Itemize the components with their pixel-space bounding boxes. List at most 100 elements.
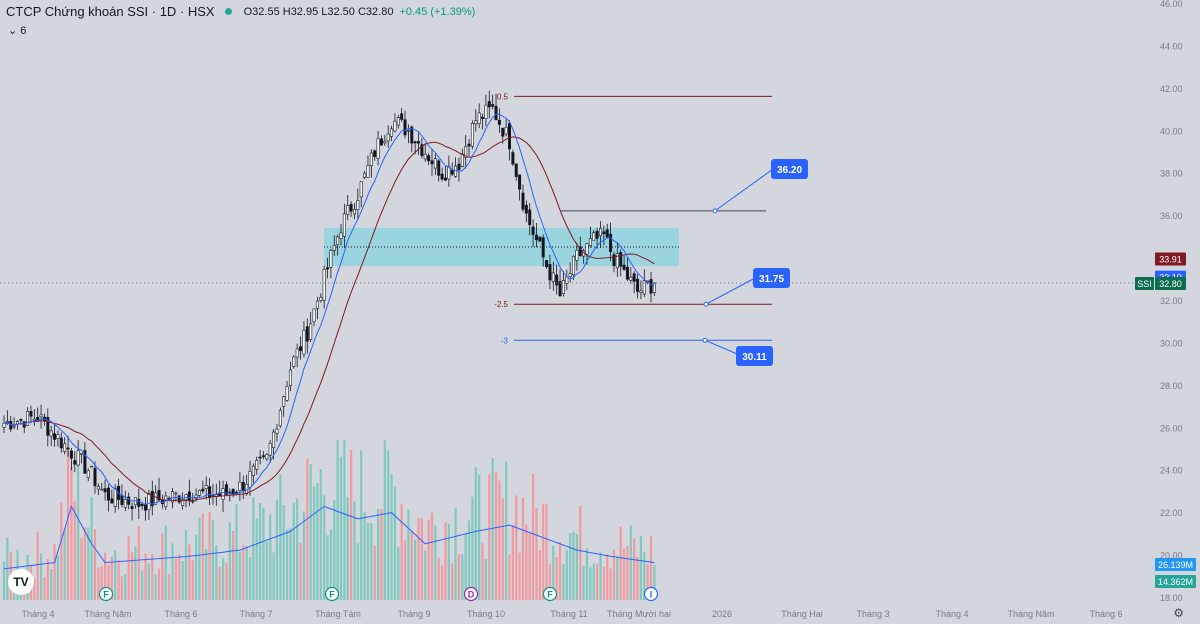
candle-body [342,213,346,237]
volume-bar [90,496,93,600]
volume-bar [333,500,336,600]
volume-bar [134,546,137,600]
candle-body [241,481,245,491]
y-tick-label: 18.00 [1160,593,1183,603]
volume-bar [629,525,632,600]
volume-bar [444,522,447,600]
candle-body [433,158,437,169]
candle-body [56,434,60,439]
candle-body [295,348,299,358]
volume-bar [80,537,83,600]
volume-bar [309,464,312,600]
candle-body [265,454,269,460]
volume-bar [461,554,464,600]
candle-body [157,490,161,501]
volume-bar [582,565,585,600]
candle-body [501,127,505,137]
candle-body [194,494,198,499]
candle-body [420,144,424,156]
candle-body [609,233,613,252]
volume-bar [366,523,370,600]
last-price-label-bg [1155,277,1186,291]
volume-bar [494,471,498,600]
x-tick-label: Tháng 6 [1089,609,1122,619]
volume-bar [498,480,501,600]
volume-bar [383,440,386,600]
volume-ma-label: 26.139M [1158,560,1193,570]
ma-slow-price-label-bg [1155,252,1186,266]
volume-bar [599,552,602,600]
candle-body [201,488,205,492]
event-marker [542,586,558,602]
candle-body [147,493,151,511]
volume-bar [93,529,97,600]
volume-bar [279,474,282,600]
volume-bar [606,553,609,600]
x-tick-label: Tháng 4 [21,609,54,619]
candle-body [93,468,97,487]
volume-bar [548,564,552,600]
volume-bar [457,553,461,600]
gear-icon[interactable]: ⚙ [1173,606,1184,620]
volume-bar [376,508,380,600]
candle-body [383,140,387,144]
volume-bars [2,440,656,600]
candle-body [110,498,114,504]
candle-body [66,447,70,450]
candle-body [393,120,397,132]
volume-bar [619,526,622,600]
candle-body [96,486,100,490]
candle-body [619,252,623,267]
chart-header: CTCP Chứng khoán SSI · 1D · HSX O32.55 H… [6,4,475,19]
candle-body [181,499,185,506]
callout-leader [705,277,756,305]
volume-bar [555,556,558,600]
volume-bar [626,546,629,600]
volume-bar [356,543,359,600]
volume-bar [104,552,107,600]
candle-body [120,495,124,505]
callout-label: 31.75 [759,274,784,285]
volume-bar [478,474,481,600]
symbol-price-tag-bg [1135,277,1154,291]
volume-bar [370,523,373,600]
candle-body [578,246,582,257]
candle-body [315,300,319,309]
volume-label-bg [1155,575,1196,588]
volume-bar [312,486,316,600]
volume-bar [228,522,231,600]
y-tick-label: 36.00 [1160,211,1183,221]
volume-bar [66,447,70,600]
candle-body [551,272,555,282]
volume-bar [434,525,437,600]
candle-body [413,141,417,144]
volume-bar [205,548,208,600]
candle-body [558,281,562,297]
volume-bar [117,559,120,600]
candle-body [649,279,653,294]
candle-body [437,160,441,176]
volume-bar [2,561,6,600]
tradingview-logo-icon[interactable]: TV [8,569,34,595]
volume-bar [211,520,215,600]
candle-body [518,174,522,190]
volume-bar [87,527,90,600]
candle-body [9,420,13,430]
symbol-title[interactable]: CTCP Chứng khoán SSI · 1D · HSX [6,4,215,19]
indicator-toggle[interactable]: ⌄ 6 [8,24,26,37]
candle-body [430,160,434,165]
y-tick-label: 24.00 [1160,466,1183,476]
candle-body [511,152,515,165]
volume-bar [636,556,639,600]
volume-bar [272,552,275,600]
y-tick-label: 32.00 [1160,296,1183,306]
volume-bar [296,498,299,600]
volume-bar [188,544,191,600]
volume-bar [596,563,599,600]
y-tick-label: 20.00 [1160,551,1183,561]
volume-bar [410,530,413,600]
volume-ma-line [3,505,655,570]
candle-body [12,425,16,428]
candle-body [309,323,313,341]
